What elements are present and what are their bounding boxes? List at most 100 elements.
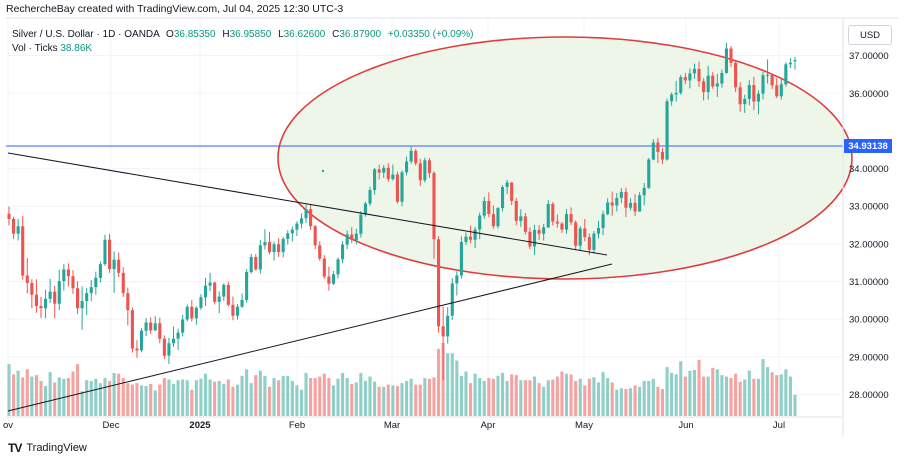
volume-bar [16, 370, 20, 416]
volume-bar [199, 378, 203, 416]
candle [153, 316, 157, 331]
candle [487, 192, 491, 218]
x-axis-ticks: ov Dec 2025 Feb Mar Apr May Jun Jul [3, 420, 785, 431]
brand-footer[interactable]: TV TradingView [8, 441, 87, 455]
volume-bar [779, 374, 783, 416]
volume-bar [272, 378, 276, 416]
candle-body [706, 75, 710, 93]
candle [464, 232, 468, 245]
candle-body [624, 191, 628, 208]
candle [697, 61, 701, 87]
candle-body [144, 322, 148, 331]
volume-bar [94, 378, 98, 416]
volume-bar [149, 383, 153, 416]
volume-bar [532, 376, 537, 416]
volume-bar [414, 384, 418, 416]
candle [336, 257, 340, 279]
volume-bar [130, 384, 134, 416]
candle [162, 335, 166, 360]
candle [633, 194, 637, 216]
candle [560, 222, 564, 233]
candle [427, 158, 431, 178]
lower-trendline-drawing[interactable] [7, 263, 613, 412]
ellipse-drawing[interactable] [277, 36, 853, 280]
candle-body [162, 338, 166, 356]
volume-bar [724, 376, 729, 416]
candle-body [583, 228, 587, 238]
candle-body [505, 182, 509, 188]
currency-button[interactable]: USD [848, 25, 892, 45]
candle-body [21, 226, 25, 276]
candle [766, 59, 770, 84]
candle-body [724, 48, 729, 73]
candle [341, 241, 345, 264]
candle [286, 230, 290, 245]
candle-body [299, 218, 304, 224]
brand-name: TradingView [26, 442, 87, 454]
volume-bar [231, 386, 235, 416]
candle-body [98, 264, 102, 278]
chart-attribution: RechercheBay created with TradingView.co… [6, 3, 344, 15]
candle [194, 306, 198, 325]
candle [437, 236, 441, 333]
candle-body [441, 326, 445, 337]
candle [359, 211, 363, 238]
volume-bar [117, 373, 121, 416]
candle-body [350, 234, 354, 241]
volume-bar [432, 377, 436, 416]
candle [734, 60, 738, 93]
candle-body [71, 276, 75, 289]
candle-body [606, 202, 610, 215]
candle-body [496, 208, 500, 227]
candle-body [574, 222, 578, 246]
volume-bar [514, 375, 518, 416]
volume-bar [226, 379, 230, 416]
candle [354, 228, 358, 245]
candle [738, 82, 742, 112]
candle-body [500, 187, 505, 209]
candle [263, 229, 267, 250]
candle-body [75, 288, 80, 309]
volume-bar [304, 372, 308, 416]
candle-body [770, 74, 774, 86]
y-tick-label: 31.00000 [849, 277, 889, 288]
candle-body [277, 244, 281, 253]
candle [208, 272, 212, 292]
volume-bar [638, 386, 642, 416]
volume-bar [213, 381, 217, 416]
candle [615, 193, 619, 212]
volume-bar [610, 382, 614, 416]
candle-body [569, 214, 573, 223]
candle [25, 258, 29, 294]
candle-body [587, 237, 591, 250]
volume-bar [313, 378, 317, 416]
candle [318, 241, 322, 261]
volume-label[interactable]: Vol · Ticks [12, 43, 58, 54]
upper-trendline-drawing[interactable] [7, 152, 608, 256]
candle [373, 167, 377, 195]
volume-bar [249, 383, 253, 416]
candle-body [181, 319, 185, 333]
candle [628, 198, 633, 211]
volume-bar [546, 380, 550, 416]
candle [596, 220, 601, 239]
candle [546, 200, 550, 229]
candle-body [89, 287, 93, 294]
volume-bar [39, 380, 43, 416]
volume-bar [240, 375, 244, 416]
volume-bar [107, 380, 112, 416]
candle [167, 337, 171, 364]
volume-bar [203, 373, 208, 416]
candle [395, 171, 399, 204]
volume-bar [290, 380, 294, 416]
candle [190, 299, 194, 322]
symbol-title[interactable]: Silver / U.S. Dollar · 1D · OANDA [12, 29, 160, 40]
candle-body [354, 233, 358, 241]
candle-body [473, 229, 477, 240]
candle-body [254, 257, 258, 270]
candle-body [674, 92, 678, 95]
candle-body [459, 241, 463, 276]
volume-bar [427, 378, 431, 416]
candle [139, 328, 144, 353]
